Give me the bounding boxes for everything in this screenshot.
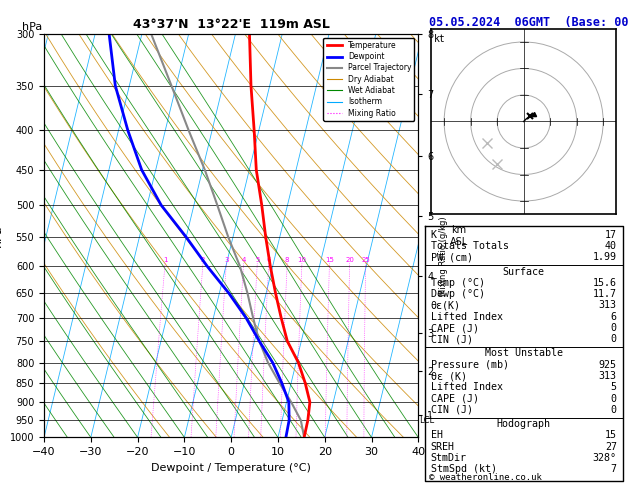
Text: 10: 10 [298, 258, 306, 263]
Text: Pressure (mb): Pressure (mb) [430, 360, 508, 370]
Text: StmSpd (kt): StmSpd (kt) [430, 464, 496, 474]
Text: SREH: SREH [430, 442, 455, 451]
Text: K: K [430, 230, 437, 240]
Text: Lifted Index: Lifted Index [430, 382, 503, 392]
Text: 40: 40 [604, 241, 617, 251]
Text: LCL: LCL [419, 416, 434, 425]
Text: 17: 17 [604, 230, 617, 240]
Text: 15.6: 15.6 [593, 278, 617, 288]
Text: 7: 7 [611, 464, 617, 474]
Text: Dewp (°C): Dewp (°C) [430, 289, 484, 299]
Text: CIN (J): CIN (J) [430, 405, 472, 415]
Text: 27: 27 [604, 442, 617, 451]
Text: CIN (J): CIN (J) [430, 334, 472, 345]
X-axis label: Dewpoint / Temperature (°C): Dewpoint / Temperature (°C) [151, 463, 311, 473]
Text: 15: 15 [325, 258, 334, 263]
Text: 2: 2 [201, 258, 205, 263]
Text: 15: 15 [604, 431, 617, 440]
Text: θε (K): θε (K) [430, 371, 467, 381]
Text: 0: 0 [611, 334, 617, 345]
Text: Hodograph: Hodograph [497, 419, 550, 429]
Text: 0: 0 [611, 405, 617, 415]
Text: kt: kt [433, 34, 445, 44]
Text: 20: 20 [345, 258, 354, 263]
Text: Lifted Index: Lifted Index [430, 312, 503, 322]
Text: 925: 925 [599, 360, 617, 370]
Text: Surface: Surface [503, 266, 545, 277]
Text: hPa: hPa [21, 22, 42, 32]
Text: θε(K): θε(K) [430, 300, 460, 311]
Text: EH: EH [430, 431, 443, 440]
Text: Totals Totals: Totals Totals [430, 241, 508, 251]
Text: 313: 313 [599, 300, 617, 311]
Text: StmDir: StmDir [430, 453, 467, 463]
Text: 05.05.2024  06GMT  (Base: 00): 05.05.2024 06GMT (Base: 00) [429, 16, 629, 29]
Text: 11.7: 11.7 [593, 289, 617, 299]
Text: Mixing Ratio (g/kg): Mixing Ratio (g/kg) [439, 216, 448, 295]
Text: CAPE (J): CAPE (J) [430, 323, 479, 333]
Text: 1: 1 [163, 258, 167, 263]
Legend: Temperature, Dewpoint, Parcel Trajectory, Dry Adiabat, Wet Adiabat, Isotherm, Mi: Temperature, Dewpoint, Parcel Trajectory… [323, 38, 415, 121]
Text: 6: 6 [611, 312, 617, 322]
Text: CAPE (J): CAPE (J) [430, 394, 479, 404]
Text: PW (cm): PW (cm) [430, 252, 472, 262]
Text: 5: 5 [611, 382, 617, 392]
Text: 0: 0 [611, 323, 617, 333]
Text: 4: 4 [242, 258, 246, 263]
Text: 313: 313 [599, 371, 617, 381]
Text: Temp (°C): Temp (°C) [430, 278, 484, 288]
Text: © weatheronline.co.uk: © weatheronline.co.uk [429, 473, 542, 482]
Y-axis label: km
ASL: km ASL [450, 225, 468, 246]
Text: 8: 8 [285, 258, 289, 263]
Text: 1.99: 1.99 [593, 252, 617, 262]
Text: 5: 5 [255, 258, 259, 263]
Title: 43°37'N  13°22'E  119m ASL: 43°37'N 13°22'E 119m ASL [133, 18, 330, 32]
Text: 25: 25 [361, 258, 370, 263]
Text: 6: 6 [267, 258, 271, 263]
Y-axis label: hPa: hPa [0, 225, 4, 247]
Text: 328°: 328° [593, 453, 617, 463]
Text: 0: 0 [611, 394, 617, 404]
Text: Most Unstable: Most Unstable [484, 348, 563, 359]
Text: 3: 3 [224, 258, 228, 263]
